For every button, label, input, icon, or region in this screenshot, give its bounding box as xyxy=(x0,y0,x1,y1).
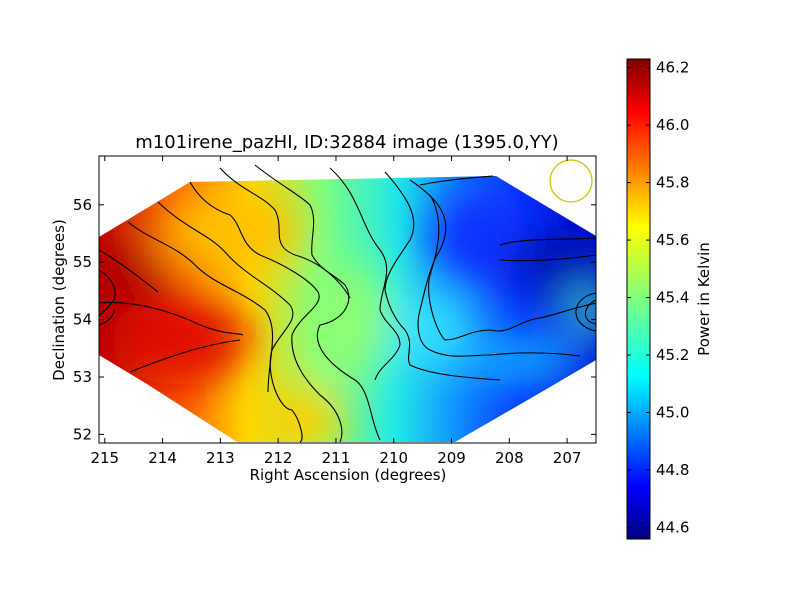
y-tick-label: 55 xyxy=(73,253,92,271)
colorbar-tick-label: 44.6 xyxy=(656,519,689,537)
x-tick-label: 212 xyxy=(264,449,293,467)
colorbar-tick-label: 45.6 xyxy=(656,231,689,249)
colorbar-tick-label: 45.4 xyxy=(656,289,689,307)
beam-marker xyxy=(549,159,593,203)
colorbar-tick-label: 45.8 xyxy=(656,174,689,192)
x-axis-label: Right Ascension (degrees) xyxy=(250,466,447,484)
colorbar-tick-label: 46.0 xyxy=(656,116,689,134)
colorbar-tick-label: 45.0 xyxy=(656,404,689,422)
colorbar-tick-label: 45.2 xyxy=(656,346,689,364)
x-tick-label: 210 xyxy=(379,449,408,467)
x-tick-label: 214 xyxy=(148,449,177,467)
x-tick-label: 207 xyxy=(553,449,582,467)
y-tick-label: 53 xyxy=(73,368,92,386)
x-tick-label: 211 xyxy=(322,449,351,467)
y-tick-label: 52 xyxy=(73,425,92,443)
plot-frame xyxy=(98,155,597,444)
colorbar-tick-label: 44.8 xyxy=(656,461,689,479)
x-tick-label: 213 xyxy=(206,449,235,467)
heatmap-field xyxy=(99,159,596,443)
colorbar-label: Power in Kelvin xyxy=(695,242,713,356)
x-tick-label: 215 xyxy=(90,449,119,467)
x-axis-ticks: 215 214 213 212 211 210 209 208 207 xyxy=(90,156,581,467)
colorbar-tick-label: 46.2 xyxy=(656,59,689,77)
colorbar xyxy=(626,58,651,540)
chart-title: m101irene_pazHI, ID:32884 image (1395.0,… xyxy=(135,132,558,153)
y-axis-label: Declination (degrees) xyxy=(50,219,68,381)
y-tick-label: 54 xyxy=(73,311,92,329)
y-axis-ticks: 52 53 54 55 56 xyxy=(73,196,596,443)
colorbar-ticks: 44.6 44.8 45.0 45.2 45.4 45.6 45.8 46.0 46.2 xyxy=(627,59,689,537)
contour-lines xyxy=(99,164,596,443)
x-tick-label: 208 xyxy=(495,449,524,467)
x-tick-label: 209 xyxy=(437,449,466,467)
y-tick-label: 56 xyxy=(73,196,92,214)
